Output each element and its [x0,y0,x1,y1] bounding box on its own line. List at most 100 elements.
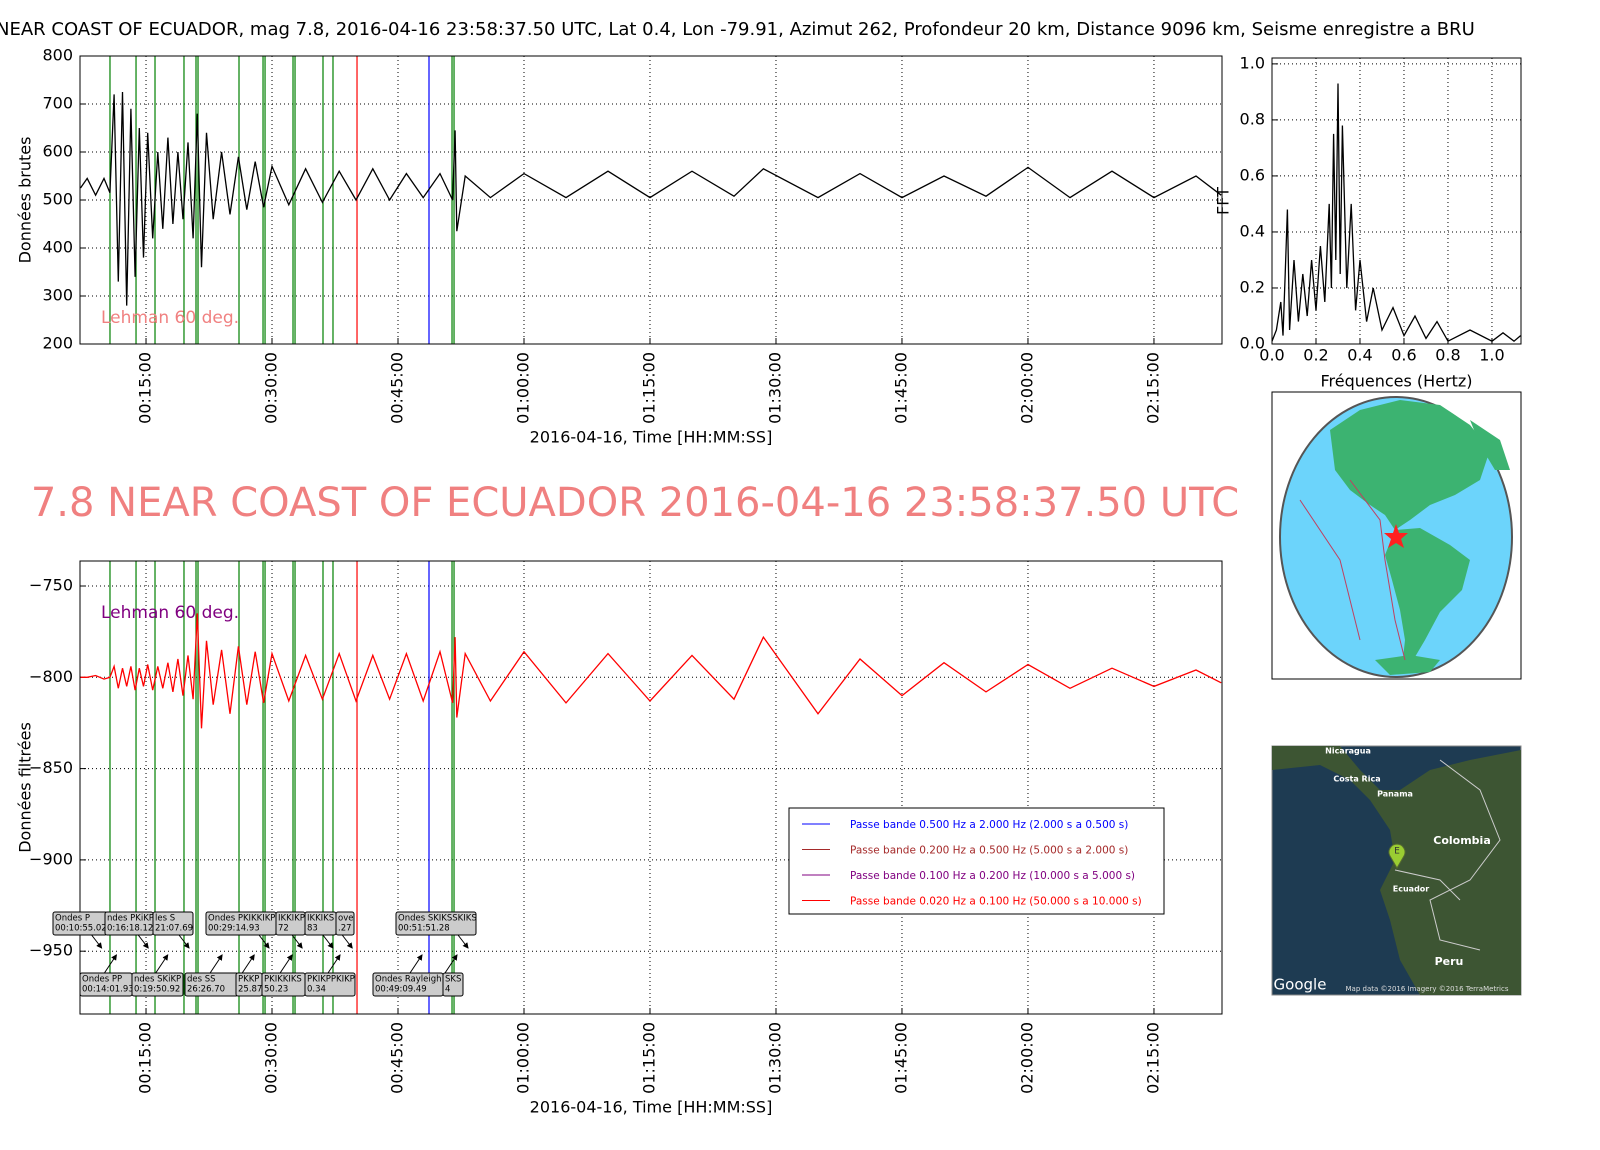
trace [1271,83,1522,343]
y-axis-label: Données brutes [16,137,35,264]
map-label: Colombia [1433,834,1491,847]
x-tick-label: 02:15:00 [1143,352,1162,424]
phase-label-box [152,911,194,936]
y-tick-label: 0.6 [1240,165,1265,184]
headline: 7.8 NEAR COAST OF ECUADOR 2016-04-16 23:… [31,480,1239,526]
phase-label-text: 00:14:01.93 [82,985,134,995]
phase-label-text: 0.34 [307,985,326,995]
satellite-map [1271,745,1522,996]
phase-label-text: 00:10:55.02 [55,924,107,934]
y-axis-label: FFT [1214,187,1233,215]
phase-arrow [444,954,458,974]
x-tick-label: 01:15:00 [639,352,658,424]
x-tick-label: 00:15:00 [136,352,155,424]
y-tick-label: −950 [29,941,73,960]
plot-area [80,56,1222,344]
y-tick-label: 300 [42,286,73,305]
phase-arrow [457,934,469,949]
plot-frame [1271,57,1522,345]
y-tick-label: −850 [29,758,73,777]
annotation: Lehman 60 deg. [101,603,239,623]
map-label: Panama [1377,790,1413,799]
annotation: Lehman 60 deg. [101,308,239,328]
plot-area [1272,58,1521,344]
y-tick-label: −800 [29,667,73,686]
map-label: Map data ©2016 Imagery ©2016 TerraMetric… [1346,985,1509,993]
y-tick-label: 0.0 [1240,334,1265,353]
phase-label-text: 72 [278,924,289,934]
x-tick-label: 00:30:00 [262,352,281,424]
phase-label-text: Ondes SKIKSSKIKS [398,914,477,924]
y-tick-label: 0.4 [1240,221,1265,240]
map-label: E [1394,847,1400,857]
plot-frame [79,55,1223,345]
phase-label-box [395,911,477,936]
phase-label-box [304,972,356,997]
globe-map [1271,391,1522,680]
map-label: Google [1274,976,1327,994]
plot-area [80,561,1222,1014]
y-tick-label: 600 [42,142,73,161]
y-tick-label: 0.8 [1240,109,1265,128]
trace [80,613,1222,729]
map-label: Peru [1435,955,1464,968]
phase-arrow [155,954,169,974]
x-tick-label: 1.0 [1479,346,1504,365]
y-tick-label: −750 [29,576,73,595]
phase-arrow [322,934,334,949]
map-label: Nicaragua [1325,747,1371,756]
legend-label: Passe bande 0.100 Hz a 0.200 Hz (10.000 … [850,870,1135,882]
x-tick-label: 00:15:00 [136,1022,155,1094]
phase-arrow [341,934,353,949]
phase-label-text: 0:16:18.12 [107,924,153,934]
x-tick-label: 00:30:00 [262,1022,281,1094]
x-tick-label: 01:45:00 [891,1022,910,1094]
phase-arrow [178,934,190,949]
phase-arrow [279,954,293,974]
trace [79,91,1222,306]
x-tick-label: 01:00:00 [513,352,532,424]
phase-label-text: PKIKKIKS [264,975,302,985]
phase-label-text: 83 [307,924,318,934]
x-tick-label: 01:30:00 [765,352,784,424]
phase-label-text: ove [338,914,353,924]
x-tick-label: 01:45:00 [891,352,910,424]
x-tick-label: 0.0 [1259,346,1284,365]
phase-arrow [258,934,270,949]
phase-label-text: 0:19:50.92 [134,985,180,995]
y-tick-label: −900 [29,849,73,868]
y-tick-label: 1.0 [1240,53,1265,72]
phase-arrow [241,954,255,974]
phase-label-box [131,972,184,997]
phase-label-box [335,911,355,936]
x-axis-label: 2016-04-16, Time [HH:MM:SS] [530,1098,773,1117]
phase-label-text: Ondes Rayleigh [375,975,442,985]
phase-label-text: 25.87 [238,985,262,995]
phase-label-text: 26:26.70 [187,985,225,995]
phase-label-text: ndes PKiKP [107,914,154,924]
y-tick-label: 0.2 [1240,277,1265,296]
phase-label-text: 21:07.69 [155,924,193,934]
phase-label-text: 00:29:14.93 [208,924,260,934]
phase-arrow [91,934,103,949]
x-tick-label: 01:00:00 [513,1022,532,1094]
phase-label-box [442,972,464,997]
phase-label-text: 00:51:51.28 [398,924,450,934]
phase-arrow [291,934,303,949]
y-tick-label: 400 [42,238,73,257]
phase-label-text: PKKP [238,975,259,985]
phase-arrow [137,934,149,949]
y-tick-label: 800 [42,46,73,65]
x-tick-label: 00:45:00 [388,1022,407,1094]
x-tick-label: 02:00:00 [1017,1022,1036,1094]
x-tick-label: 0.4 [1347,346,1372,365]
y-tick-label: 200 [42,334,73,353]
x-axis-label: 2016-04-16, Time [HH:MM:SS] [530,428,773,447]
phase-label-text: Ondes PKIKKIKP [208,914,275,924]
phase-arrow [409,954,423,974]
x-tick-label: 0.8 [1435,346,1460,365]
y-tick-label: 500 [42,190,73,209]
phase-label-text: 4 [445,985,450,995]
phase-label-text: 00:49:09.49 [375,985,427,995]
